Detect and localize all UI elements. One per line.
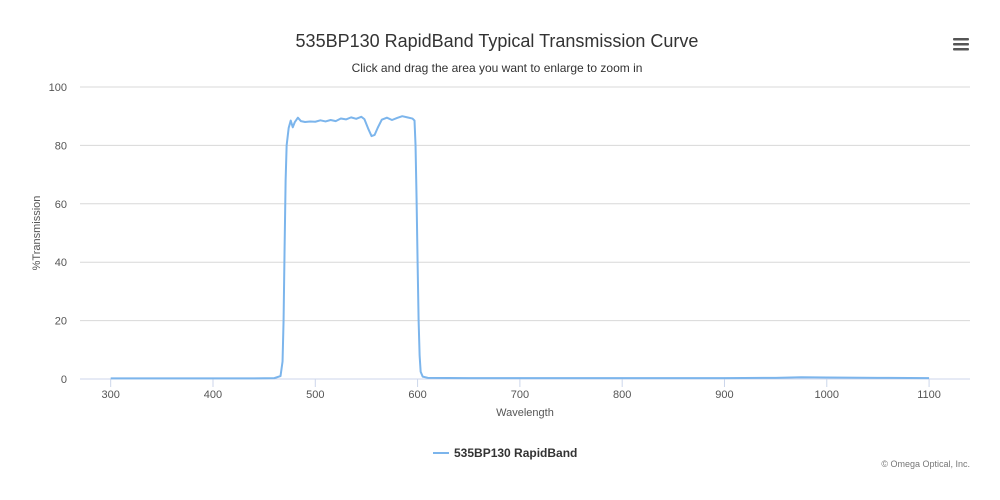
chart-title: 535BP130 RapidBand Typical Transmission …	[296, 31, 699, 51]
x-tick-label-800: 800	[613, 389, 631, 401]
series-group	[110, 115, 930, 380]
x-axis-title: Wavelength	[496, 407, 554, 419]
legend-label[interactable]: 535BP130 RapidBand	[454, 446, 577, 460]
hamburger-menu-icon[interactable]	[953, 38, 969, 51]
x-tick-label-400: 400	[204, 389, 222, 401]
y-tick-label-20: 20	[55, 316, 67, 328]
credit-text[interactable]: © Omega Optical, Inc.	[881, 459, 970, 469]
series-line-0[interactable]	[110, 115, 930, 380]
y-axis-title: %Transmission	[31, 196, 43, 271]
x-tick-label-600: 600	[408, 389, 426, 401]
x-axis-labels: 300 400 500 600 700 800 900 1000 1100	[102, 389, 941, 401]
x-tick-label-1100: 1100	[917, 389, 941, 401]
chart-subtitle: Click and drag the area you want to enla…	[352, 61, 643, 75]
x-tick-label-1000: 1000	[815, 389, 839, 401]
y-tick-label-80: 80	[55, 140, 67, 152]
x-tick-label-700: 700	[511, 389, 529, 401]
y-tick-label-100: 100	[49, 82, 67, 94]
y-axis-labels: 0 20 40 60 80 100	[49, 82, 67, 386]
x-tick-label-900: 900	[715, 389, 733, 401]
grid-lines	[80, 86, 970, 380]
x-tick-label-300: 300	[102, 389, 120, 401]
y-tick-label-60: 60	[55, 199, 67, 211]
x-tick-label-500: 500	[306, 389, 324, 401]
y-tick-label-0: 0	[61, 374, 67, 386]
y-tick-label-40: 40	[55, 257, 67, 269]
legend-item[interactable]: 535BP130 RapidBand	[433, 446, 577, 460]
x-axis	[80, 378, 970, 387]
